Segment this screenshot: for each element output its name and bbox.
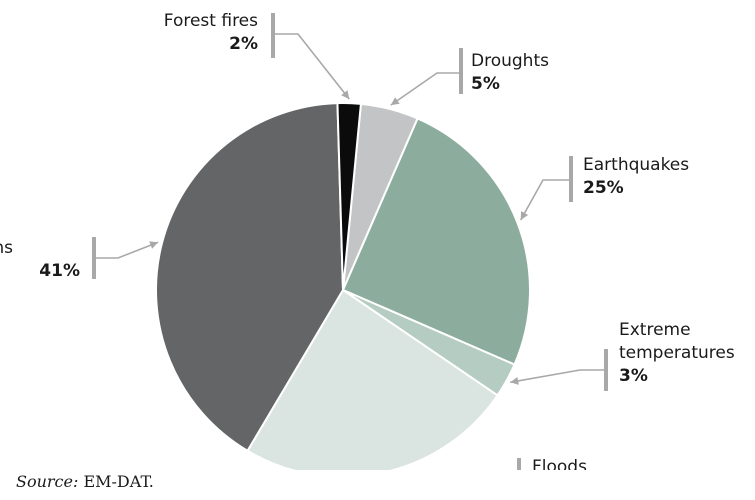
pie-slice-floods <box>246 288 499 470</box>
leader-arrow <box>510 377 519 385</box>
slice-label-text: Earthquakes <box>583 155 689 175</box>
slice-label-text: Floods <box>532 457 587 470</box>
leader-arrow <box>520 211 529 220</box>
slice-pct-label: 2% <box>229 34 258 54</box>
source-label: Source: <box>16 472 79 491</box>
leader-line <box>390 72 459 106</box>
slice-pct-label: 5% <box>471 74 500 94</box>
slice-label-text: Droughts <box>471 51 549 71</box>
slice-label-text: Forest fires <box>164 11 258 31</box>
label-bracket <box>604 349 608 391</box>
label-bracket <box>517 458 521 470</box>
label-bracket <box>569 156 573 202</box>
leader-line <box>275 33 350 100</box>
slice-label-text: Extreme <box>619 320 691 340</box>
slice-label-extreme-temperatures: Extreme temperatures 3% <box>510 320 735 391</box>
slice-pct-label: 3% <box>619 366 648 386</box>
slice-label-earthquakes: Earthquakes 25% <box>520 155 689 221</box>
slice-label-droughts: Droughts 5% <box>390 48 549 106</box>
slice-pct-label: 41% <box>39 261 80 281</box>
pie-slice-forest-fires <box>336 101 363 291</box>
leader-arrow <box>149 241 159 249</box>
source-text: EM-DAT. <box>78 472 154 491</box>
pie-chart: Droughts 5% Earthquakes 25% Extreme temperatu… <box>0 11 735 470</box>
slice-label-text: Storms <box>0 238 13 258</box>
label-bracket <box>92 237 96 279</box>
leader-line <box>96 241 159 259</box>
slice-label-storms: Storms 41% <box>0 237 159 281</box>
leader-arrow <box>341 90 350 100</box>
pie-slice-earthquakes <box>341 117 531 366</box>
leader-line <box>510 369 604 384</box>
leader-arrow <box>390 97 400 106</box>
slice-label-text: temperatures <box>619 343 735 363</box>
slice-label-floods: Floods24% <box>517 457 587 470</box>
leader-line <box>520 179 569 221</box>
pie-slice-storms <box>155 102 345 453</box>
slice-label-forest-fires: Forest fires 2% <box>164 11 350 100</box>
label-bracket <box>271 13 275 58</box>
label-bracket <box>459 48 463 94</box>
source-note: Source: EM-DAT. <box>16 472 154 491</box>
slice-pct-label: 25% <box>583 178 624 198</box>
